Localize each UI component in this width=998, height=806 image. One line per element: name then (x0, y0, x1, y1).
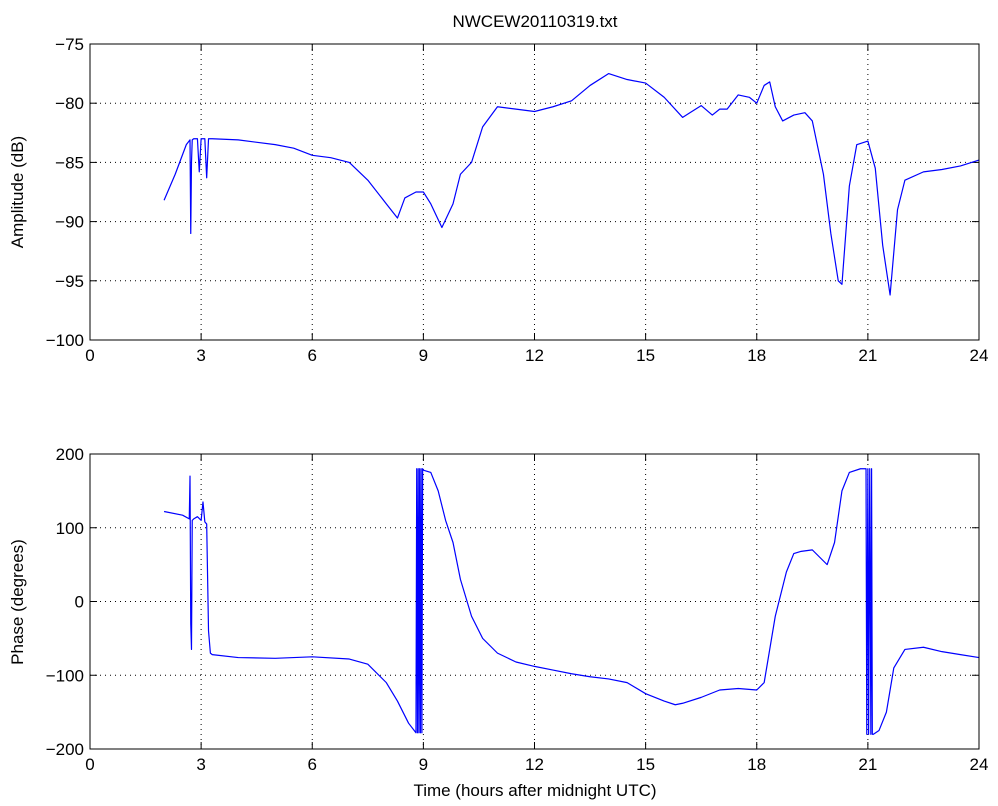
phase-x-tick-label: 21 (858, 755, 877, 774)
amplitude-x-tick-label: 9 (419, 346, 428, 365)
phase-chart: Time (hours after midnight UTC) Phase (d… (8, 445, 988, 800)
phase-x-tick-label: 18 (747, 755, 766, 774)
phase-y-tick-label: 200 (56, 445, 84, 464)
amplitude-series-line (163, 73, 980, 296)
phase-x-tick-label: 15 (636, 755, 655, 774)
amplitude-x-tick-label: 12 (525, 346, 544, 365)
phase-y-tick-label: −200 (46, 740, 84, 759)
phase-x-tick-label: 12 (525, 755, 544, 774)
amplitude-y-tick-label: −95 (55, 272, 84, 291)
amplitude-x-tick-label: 3 (196, 346, 205, 365)
amplitude-grid (90, 44, 979, 340)
phase-series (163, 468, 980, 735)
amplitude-y-axis-label: Amplitude (dB) (8, 136, 27, 248)
amplitude-y-tick-label: −75 (55, 35, 84, 54)
phase-series-line (163, 468, 980, 735)
amplitude-ticks: 0 3 6 9 12 15 18 21 24 −100 −95 −90 −85 −80 −75 (46, 35, 989, 365)
amplitude-y-tick-label: −80 (55, 94, 84, 113)
phase-x-tick-label: 6 (308, 755, 317, 774)
chart-title: NWCEW20110319.txt (452, 12, 617, 31)
phase-x-tick-label: 0 (85, 755, 94, 774)
phase-y-tick-label: 0 (75, 593, 84, 612)
amplitude-y-tick-label: −100 (46, 331, 84, 350)
phase-ticks: 0 3 6 9 12 15 18 21 24 −200 −100 0 100 200 (46, 445, 989, 774)
phase-x-axis-label: Time (hours after midnight UTC) (413, 781, 656, 800)
phase-x-tick-label: 9 (419, 755, 428, 774)
amplitude-y-tick-label: −85 (55, 153, 84, 172)
amplitude-x-tick-label: 21 (858, 346, 877, 365)
amplitude-series (163, 73, 980, 296)
amplitude-x-tick-label: 6 (308, 346, 317, 365)
phase-x-tick-label: 3 (196, 755, 205, 774)
phase-y-tick-label: 100 (56, 519, 84, 538)
amplitude-x-tick-label: 24 (970, 346, 989, 365)
amplitude-axes-frame (89, 43, 980, 341)
phase-y-tick-label: −100 (46, 666, 84, 685)
amplitude-x-tick-label: 15 (636, 346, 655, 365)
phase-x-tick-label: 24 (970, 755, 989, 774)
amplitude-y-tick-label: −90 (55, 213, 84, 232)
amplitude-x-tick-label: 18 (747, 346, 766, 365)
amplitude-chart: NWCEW20110319.txt Amplitude (dB) 0 3 6 9 12 1… (8, 12, 988, 365)
phase-axes-frame (89, 453, 980, 750)
phase-grid (90, 454, 979, 749)
amplitude-x-tick-label: 0 (85, 346, 94, 365)
phase-y-axis-label: Phase (degrees) (8, 539, 27, 665)
